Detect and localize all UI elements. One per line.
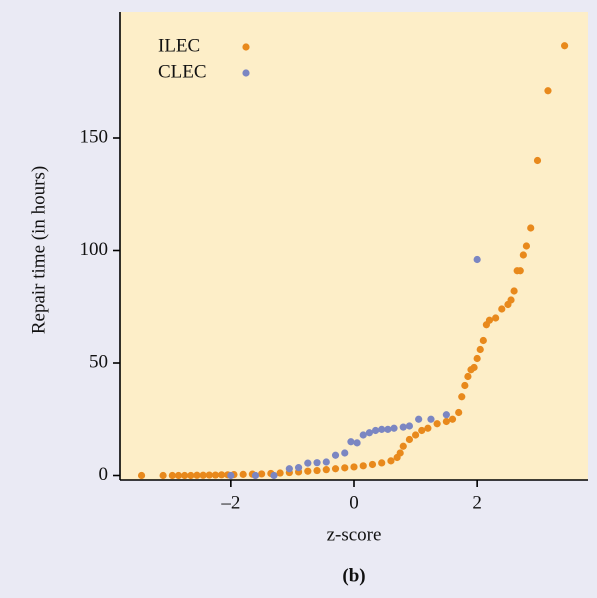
point [458, 393, 466, 401]
point [187, 471, 195, 480]
point [507, 296, 515, 304]
point [384, 425, 392, 433]
point [473, 255, 481, 264]
point [331, 465, 340, 473]
y-axis-label: Repair time (in hours) [28, 166, 49, 334]
y-tick-label: 150 [80, 126, 109, 147]
point [304, 467, 312, 475]
point [415, 415, 423, 423]
point [313, 459, 321, 467]
point [211, 471, 220, 479]
y-tick-label: 0 [99, 464, 109, 485]
caption: (b) [342, 565, 365, 586]
point [476, 345, 484, 354]
point [359, 431, 367, 439]
point [433, 420, 441, 428]
point [399, 423, 407, 431]
point [378, 459, 386, 467]
point [390, 424, 398, 432]
plot-area [120, 12, 588, 480]
point [322, 466, 330, 474]
point [498, 305, 506, 313]
x-tick-label: 0 [349, 492, 359, 513]
point [510, 287, 518, 295]
point [522, 242, 531, 250]
point [561, 42, 569, 50]
point [479, 336, 487, 345]
point [331, 451, 340, 459]
point [378, 425, 386, 433]
point [181, 471, 189, 480]
point [313, 466, 321, 475]
point [341, 464, 349, 472]
y-tick-label: 100 [80, 239, 109, 260]
point [516, 267, 524, 275]
point [418, 426, 426, 435]
point [368, 460, 377, 469]
point [411, 431, 420, 439]
point [442, 411, 450, 419]
x-tick-label: –2 [220, 492, 240, 513]
point [519, 251, 527, 259]
x-tick-label: 2 [472, 492, 482, 513]
point [371, 426, 380, 435]
point [485, 316, 494, 324]
point [159, 471, 167, 480]
point [322, 458, 330, 466]
point [492, 314, 500, 322]
point [473, 354, 481, 363]
point [405, 422, 414, 430]
point [387, 457, 395, 465]
point [270, 471, 278, 480]
legend-marker [242, 69, 250, 77]
point [276, 469, 284, 477]
point [137, 471, 146, 480]
point [442, 417, 450, 426]
legend-marker [242, 43, 250, 51]
x-axis-label: z-score [327, 524, 382, 545]
point [455, 408, 463, 417]
point [424, 424, 432, 432]
point [347, 438, 355, 446]
point [533, 156, 542, 165]
point [427, 415, 435, 423]
legend-label: CLEC [158, 61, 207, 82]
y-tick-label: 50 [89, 351, 108, 372]
point [193, 471, 201, 479]
point [227, 471, 235, 480]
point [396, 449, 404, 457]
point [168, 471, 176, 480]
point [285, 465, 293, 473]
point [399, 442, 407, 450]
point [470, 363, 478, 372]
point [544, 87, 552, 95]
point [353, 439, 361, 447]
point [205, 471, 213, 479]
point [174, 471, 183, 480]
point [258, 470, 266, 478]
point [405, 435, 414, 444]
point [448, 415, 457, 423]
legend-label: ILEC [158, 35, 200, 56]
point [294, 464, 303, 472]
point [304, 459, 312, 467]
point [359, 462, 367, 470]
point [239, 470, 247, 478]
point [199, 471, 207, 479]
point [251, 471, 260, 480]
point [350, 463, 358, 471]
point [527, 224, 535, 232]
point [464, 372, 472, 381]
point [341, 449, 349, 457]
point [461, 381, 469, 390]
point [218, 471, 226, 479]
point [365, 429, 373, 437]
